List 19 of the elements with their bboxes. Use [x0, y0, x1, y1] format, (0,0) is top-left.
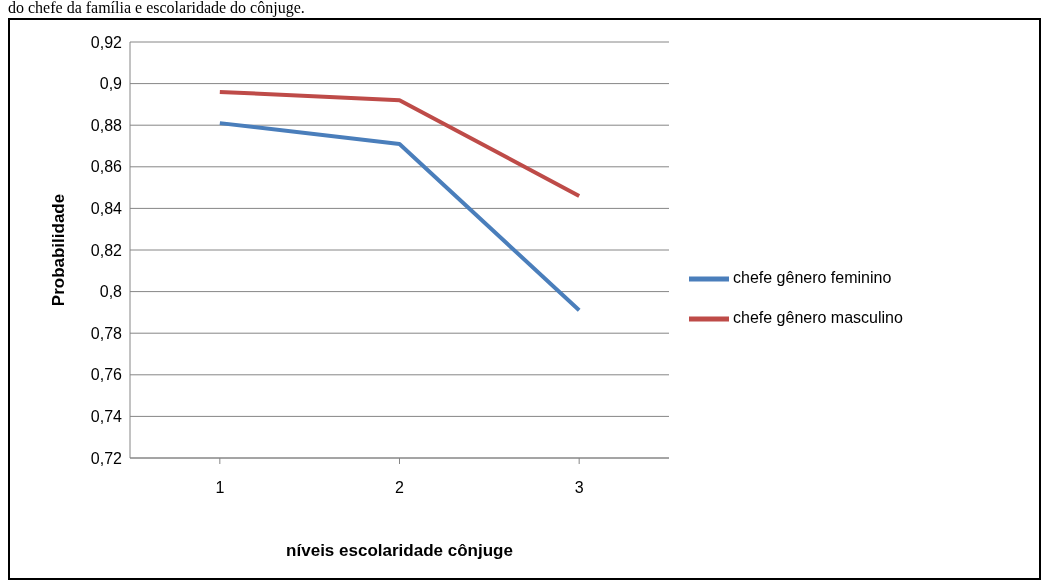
y-tick-label: 0,8: [99, 283, 123, 301]
y-tick-label: 0,86: [90, 158, 123, 176]
x-tick-label: 1: [215, 479, 225, 497]
y-tick-label: 0,72: [90, 449, 123, 467]
y-axis-title: Probabilidade: [49, 193, 69, 307]
y-tick-label: 0,78: [90, 324, 123, 342]
y-tick-label: 0,84: [90, 200, 123, 218]
y-tick-label: 0,92: [90, 33, 123, 51]
y-tick-label: 0,9: [99, 75, 123, 93]
y-tick-label: 0,74: [90, 408, 123, 426]
x-axis-title: níveis escolaridade cônjuge: [286, 541, 513, 560]
y-tick-label: 0,88: [90, 116, 123, 134]
legend-label: chefe gênero masculino: [733, 309, 903, 327]
text: do chefe da família e escolaridade do cônjuge.: [8, 0, 306, 16]
y-tick-label: 0,82: [90, 241, 123, 259]
x-tick-label: 2: [395, 479, 405, 497]
y-tick-label: 0,76: [90, 366, 123, 384]
x-tick-label: 3: [574, 479, 584, 497]
legend-label: chefe gênero feminino: [733, 269, 892, 287]
